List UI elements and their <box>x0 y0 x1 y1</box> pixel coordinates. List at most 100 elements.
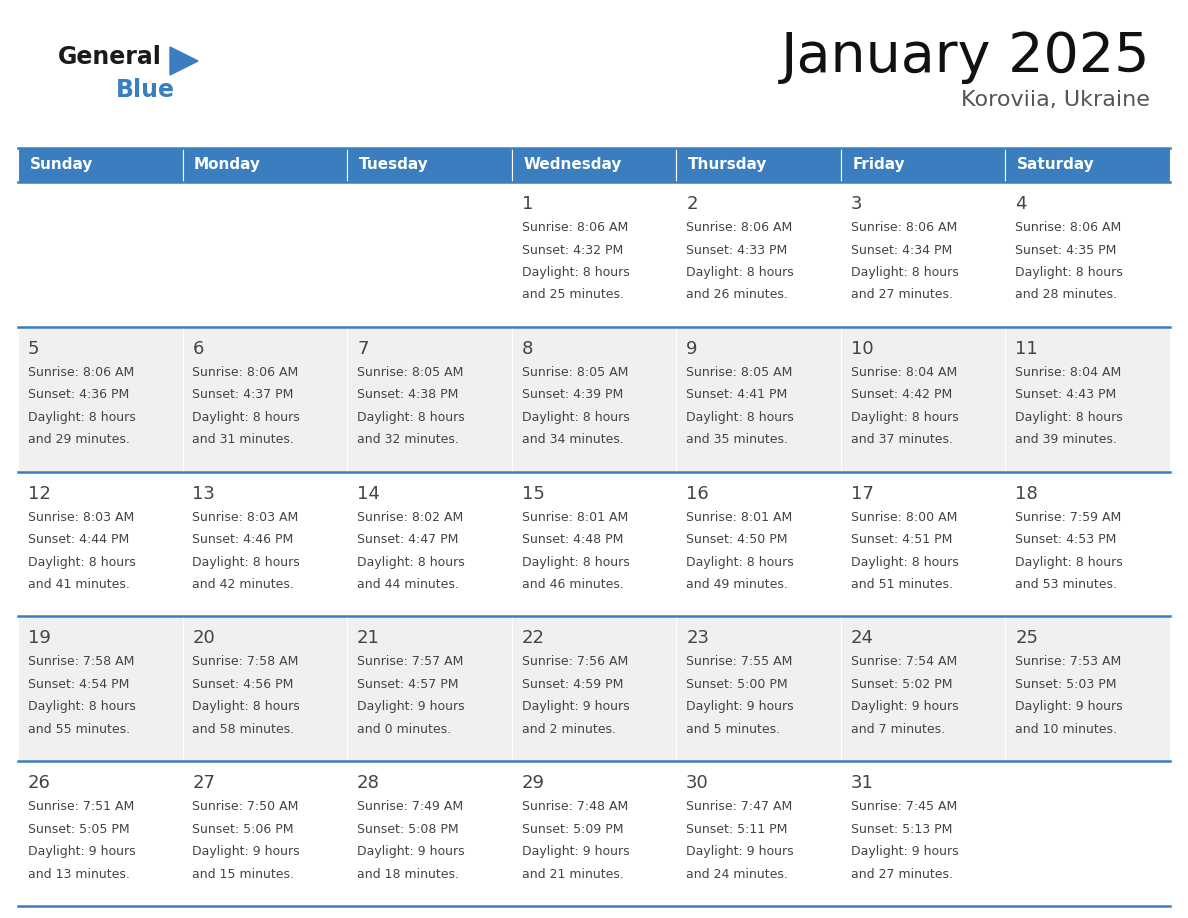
Text: Sunset: 4:42 PM: Sunset: 4:42 PM <box>851 388 952 401</box>
Text: Daylight: 8 hours: Daylight: 8 hours <box>27 410 135 424</box>
Text: Sunrise: 7:57 AM: Sunrise: 7:57 AM <box>358 655 463 668</box>
Bar <box>676 472 841 616</box>
Text: Daylight: 8 hours: Daylight: 8 hours <box>851 266 959 279</box>
Text: Sunrise: 8:01 AM: Sunrise: 8:01 AM <box>687 510 792 523</box>
Text: 5: 5 <box>27 340 39 358</box>
Bar <box>183 182 347 327</box>
Text: and 44 minutes.: and 44 minutes. <box>358 578 459 591</box>
Text: 16: 16 <box>687 485 709 503</box>
Bar <box>841 182 1005 327</box>
Text: Sunset: 4:41 PM: Sunset: 4:41 PM <box>687 388 788 401</box>
Bar <box>512 761 676 906</box>
Text: Daylight: 8 hours: Daylight: 8 hours <box>522 555 630 568</box>
Bar <box>841 761 1005 906</box>
Text: and 35 minutes.: and 35 minutes. <box>687 433 788 446</box>
Bar <box>1005 761 1170 906</box>
Text: Tuesday: Tuesday <box>359 158 429 173</box>
Text: and 53 minutes.: and 53 minutes. <box>1016 578 1117 591</box>
Text: Sunset: 5:00 PM: Sunset: 5:00 PM <box>687 677 788 691</box>
Text: Sunset: 5:03 PM: Sunset: 5:03 PM <box>1016 677 1117 691</box>
Text: 22: 22 <box>522 630 544 647</box>
Text: Daylight: 9 hours: Daylight: 9 hours <box>851 845 959 858</box>
Text: 1: 1 <box>522 195 533 213</box>
Bar <box>676 616 841 761</box>
Bar <box>512 327 676 472</box>
Text: and 5 minutes.: and 5 minutes. <box>687 722 781 736</box>
Text: Sunrise: 8:01 AM: Sunrise: 8:01 AM <box>522 510 627 523</box>
Text: and 34 minutes.: and 34 minutes. <box>522 433 624 446</box>
Text: General: General <box>58 45 162 69</box>
Text: Sunset: 5:06 PM: Sunset: 5:06 PM <box>192 823 293 835</box>
Text: Koroviia, Ukraine: Koroviia, Ukraine <box>961 90 1150 110</box>
Text: Sunset: 5:05 PM: Sunset: 5:05 PM <box>27 823 129 835</box>
Bar <box>676 182 841 327</box>
Text: 27: 27 <box>192 774 215 792</box>
Bar <box>347 616 512 761</box>
Text: and 29 minutes.: and 29 minutes. <box>27 433 129 446</box>
Text: Sunrise: 8:02 AM: Sunrise: 8:02 AM <box>358 510 463 523</box>
Bar <box>18 327 183 472</box>
Text: and 15 minutes.: and 15 minutes. <box>192 868 295 880</box>
Text: Saturday: Saturday <box>1017 158 1094 173</box>
Text: Sunrise: 7:51 AM: Sunrise: 7:51 AM <box>27 800 134 813</box>
Bar <box>841 327 1005 472</box>
Text: 12: 12 <box>27 485 51 503</box>
Text: Sunrise: 7:45 AM: Sunrise: 7:45 AM <box>851 800 958 813</box>
Text: Sunrise: 8:04 AM: Sunrise: 8:04 AM <box>851 366 958 379</box>
Text: Friday: Friday <box>852 158 905 173</box>
Text: 20: 20 <box>192 630 215 647</box>
Text: Sunrise: 7:49 AM: Sunrise: 7:49 AM <box>358 800 463 813</box>
Text: Sunrise: 7:50 AM: Sunrise: 7:50 AM <box>192 800 299 813</box>
Text: and 51 minutes.: and 51 minutes. <box>851 578 953 591</box>
Bar <box>1005 327 1170 472</box>
Text: and 26 minutes.: and 26 minutes. <box>687 288 788 301</box>
Text: and 13 minutes.: and 13 minutes. <box>27 868 129 880</box>
Text: Sunrise: 8:05 AM: Sunrise: 8:05 AM <box>358 366 463 379</box>
Text: and 2 minutes.: and 2 minutes. <box>522 722 615 736</box>
Text: Sunrise: 8:06 AM: Sunrise: 8:06 AM <box>687 221 792 234</box>
Text: 15: 15 <box>522 485 544 503</box>
Text: Daylight: 9 hours: Daylight: 9 hours <box>522 845 630 858</box>
Text: Sunrise: 7:55 AM: Sunrise: 7:55 AM <box>687 655 792 668</box>
Text: Sunset: 4:56 PM: Sunset: 4:56 PM <box>192 677 293 691</box>
Text: Sunset: 5:13 PM: Sunset: 5:13 PM <box>851 823 952 835</box>
Text: 6: 6 <box>192 340 204 358</box>
Bar <box>347 148 512 182</box>
Text: Daylight: 9 hours: Daylight: 9 hours <box>522 700 630 713</box>
Bar <box>18 761 183 906</box>
Text: Sunset: 5:11 PM: Sunset: 5:11 PM <box>687 823 788 835</box>
Text: 23: 23 <box>687 630 709 647</box>
Text: 9: 9 <box>687 340 697 358</box>
Text: and 7 minutes.: and 7 minutes. <box>851 722 944 736</box>
Text: and 18 minutes.: and 18 minutes. <box>358 868 459 880</box>
Text: Daylight: 8 hours: Daylight: 8 hours <box>27 700 135 713</box>
Text: Sunset: 4:36 PM: Sunset: 4:36 PM <box>27 388 129 401</box>
Text: Daylight: 9 hours: Daylight: 9 hours <box>687 700 794 713</box>
Text: 19: 19 <box>27 630 51 647</box>
Text: 30: 30 <box>687 774 709 792</box>
Text: and 28 minutes.: and 28 minutes. <box>1016 288 1117 301</box>
Text: Daylight: 8 hours: Daylight: 8 hours <box>522 266 630 279</box>
Text: Daylight: 9 hours: Daylight: 9 hours <box>687 845 794 858</box>
Text: 29: 29 <box>522 774 544 792</box>
Text: 17: 17 <box>851 485 873 503</box>
Text: Sunset: 4:48 PM: Sunset: 4:48 PM <box>522 533 623 546</box>
Text: Sunrise: 7:58 AM: Sunrise: 7:58 AM <box>27 655 134 668</box>
Bar <box>347 182 512 327</box>
Text: and 46 minutes.: and 46 minutes. <box>522 578 624 591</box>
Text: Sunrise: 7:53 AM: Sunrise: 7:53 AM <box>1016 655 1121 668</box>
Bar <box>183 327 347 472</box>
Text: Sunset: 4:32 PM: Sunset: 4:32 PM <box>522 243 623 256</box>
Text: Sunset: 4:53 PM: Sunset: 4:53 PM <box>1016 533 1117 546</box>
Text: Sunset: 4:59 PM: Sunset: 4:59 PM <box>522 677 623 691</box>
Text: Sunrise: 7:54 AM: Sunrise: 7:54 AM <box>851 655 958 668</box>
Text: Sunset: 4:37 PM: Sunset: 4:37 PM <box>192 388 293 401</box>
Text: 8: 8 <box>522 340 533 358</box>
Text: Sunrise: 8:06 AM: Sunrise: 8:06 AM <box>522 221 627 234</box>
Text: 28: 28 <box>358 774 380 792</box>
Text: Sunset: 4:35 PM: Sunset: 4:35 PM <box>1016 243 1117 256</box>
Text: 4: 4 <box>1016 195 1026 213</box>
Text: Sunrise: 7:59 AM: Sunrise: 7:59 AM <box>1016 510 1121 523</box>
Text: Sunset: 5:02 PM: Sunset: 5:02 PM <box>851 677 953 691</box>
Bar <box>841 472 1005 616</box>
